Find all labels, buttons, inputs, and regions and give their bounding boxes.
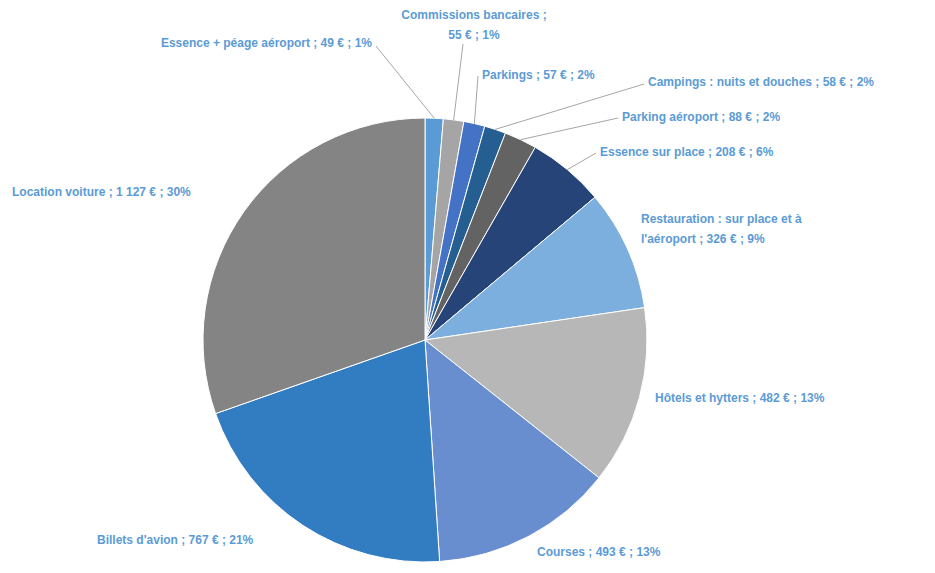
svg-text:Parkings ; 57 € ; 2%: Parkings ; 57 € ; 2%: [482, 68, 595, 82]
svg-text:Essence sur place ; 208 € ; 6%: Essence sur place ; 208 € ; 6%: [600, 145, 774, 159]
svg-text:Restauration : sur place et àl: Restauration : sur place et àl'aéroport …: [641, 212, 802, 246]
svg-text:Campings : nuits et douches ;: Campings : nuits et douches ; 58 € ; 2%: [648, 75, 874, 89]
svg-text:Commissions bancaires ;55 € ;: Commissions bancaires ;55 € ; 1%: [401, 8, 546, 42]
svg-text:Hôtels et hytters ; 482 € ; 13: Hôtels et hytters ; 482 € ; 13%: [655, 391, 825, 405]
svg-text:Location voiture ; 1 127 € ; 3: Location voiture ; 1 127 € ; 30%: [12, 185, 191, 199]
svg-text:Courses ; 493 € ; 13%: Courses ; 493 € ; 13%: [537, 545, 661, 559]
svg-text:Parking aéroport ; 88 € ; 2%: Parking aéroport ; 88 € ; 2%: [622, 110, 780, 124]
svg-text:Billets d'avion ; 767 € ; 21%: Billets d'avion ; 767 € ; 21%: [97, 533, 254, 547]
svg-text:Essence + péage aéroport ; 49: Essence + péage aéroport ; 49 € ; 1%: [161, 36, 372, 50]
